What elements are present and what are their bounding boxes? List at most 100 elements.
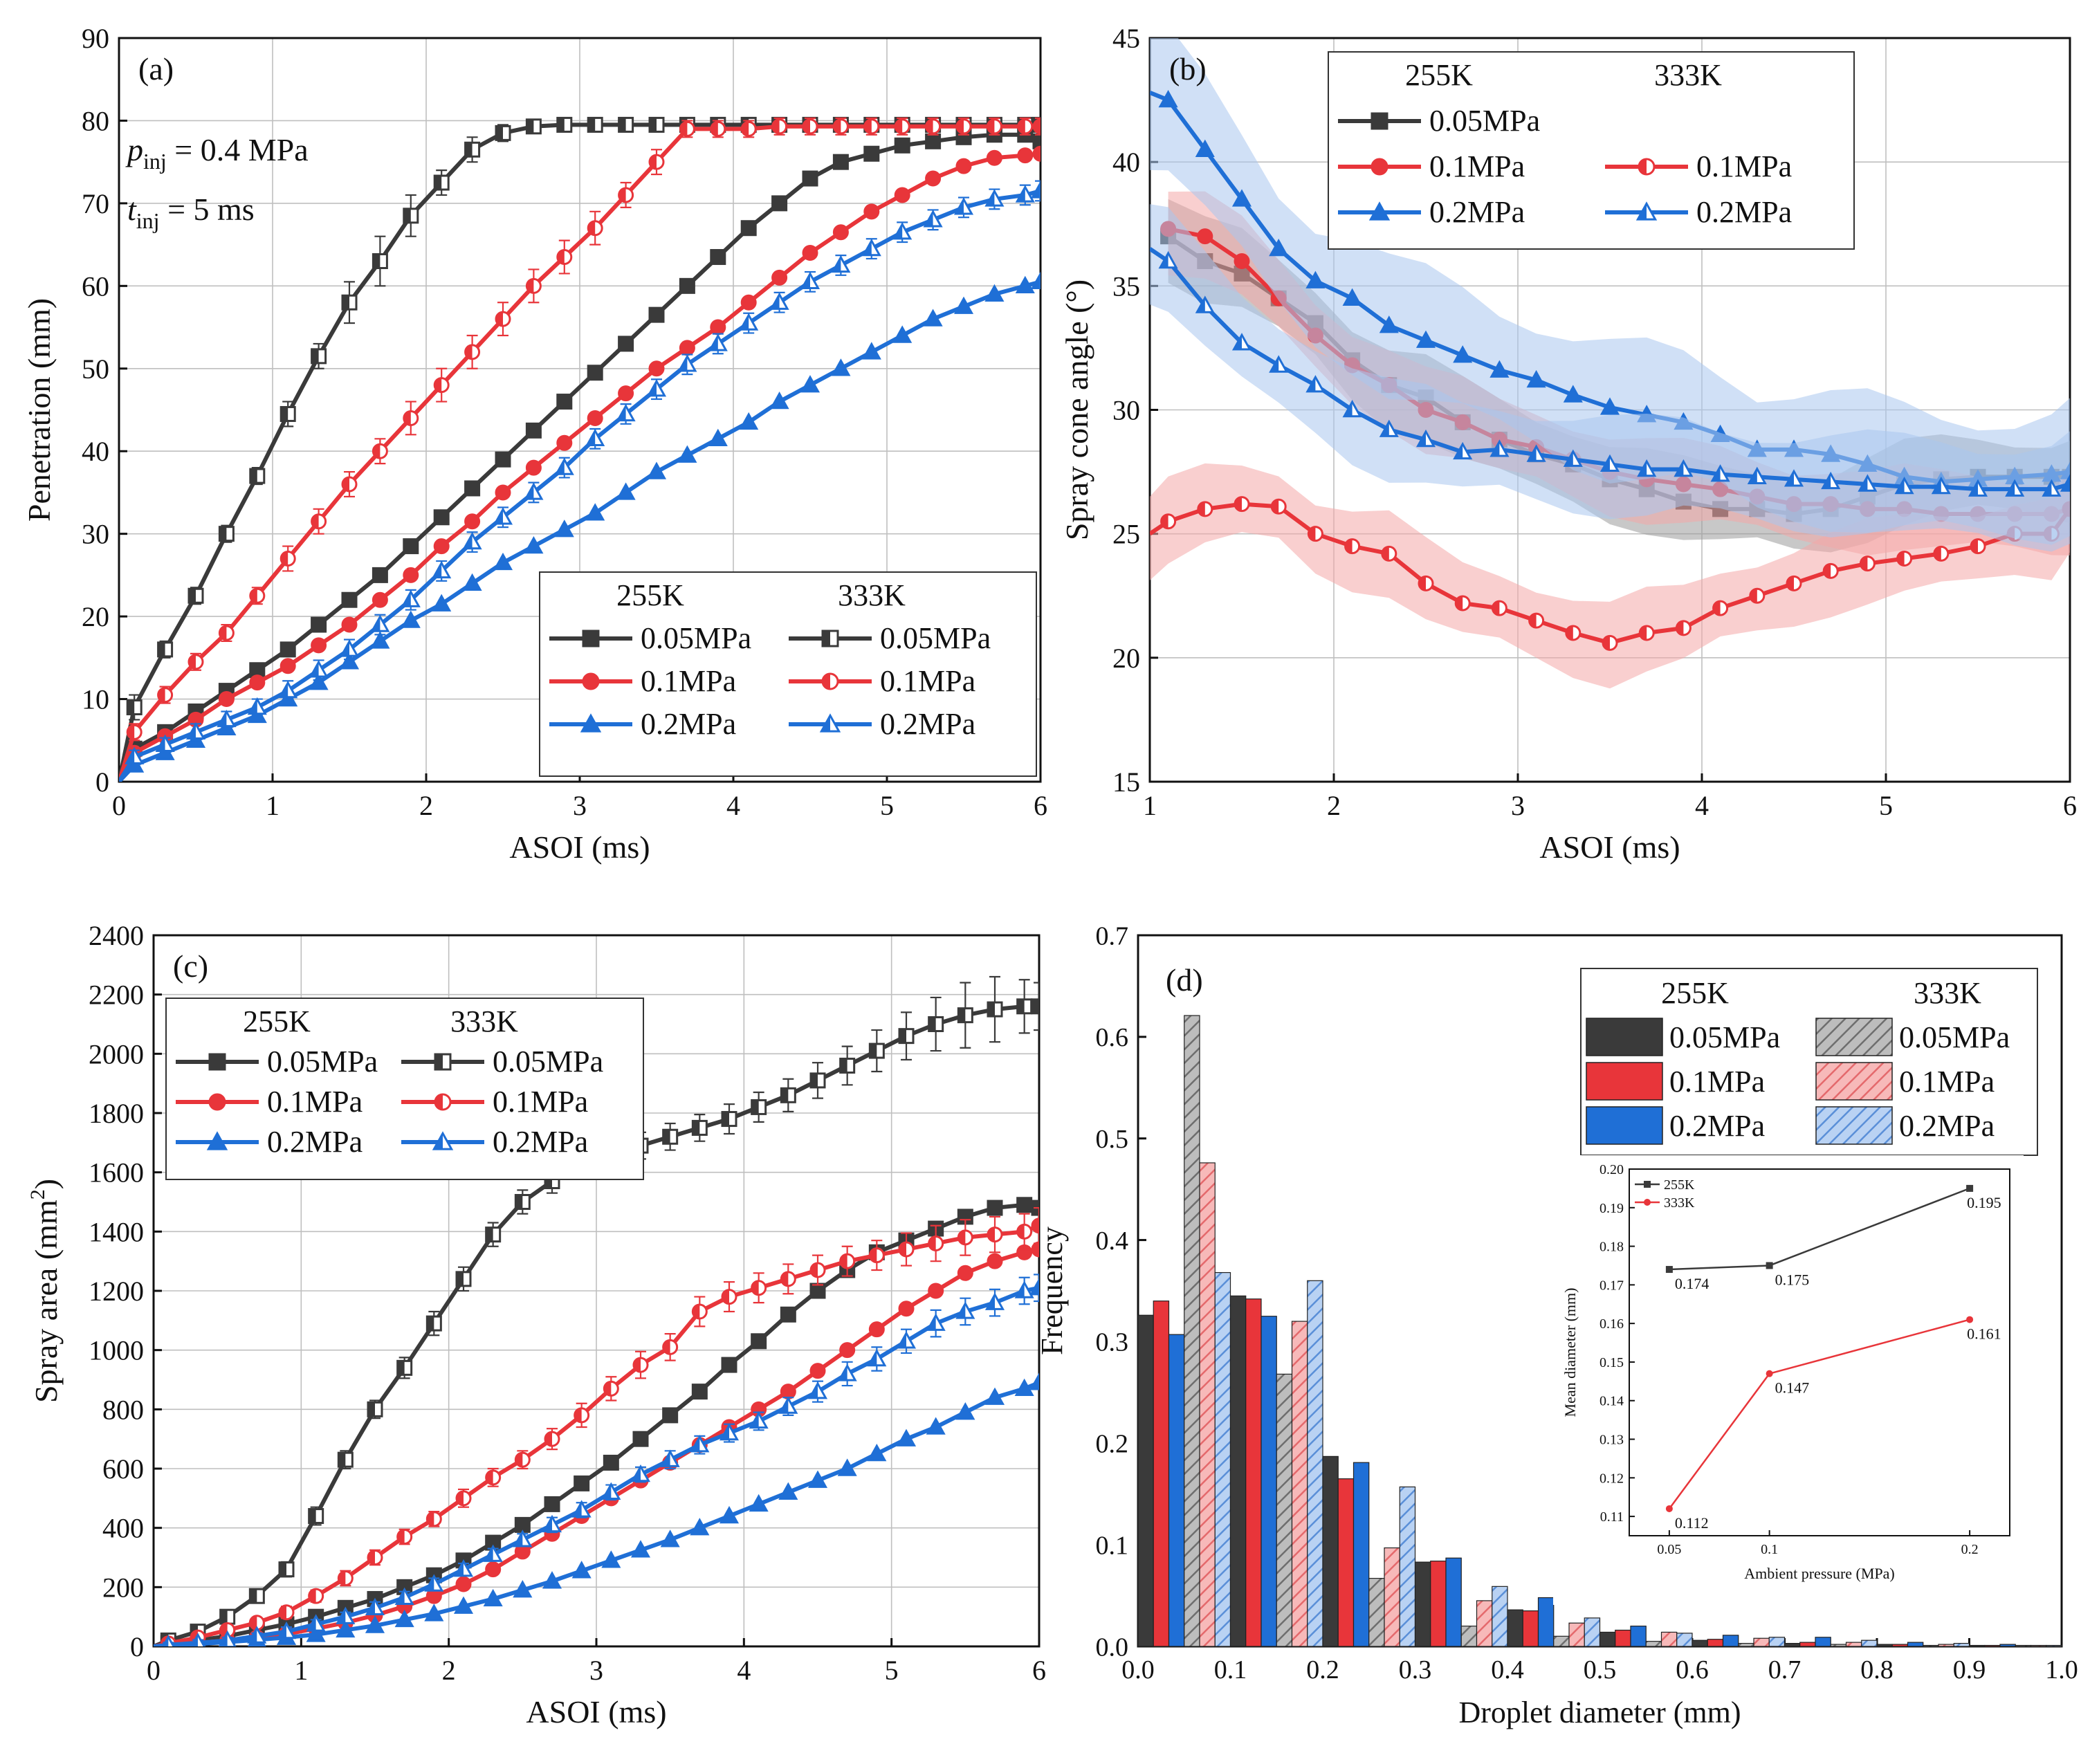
legend-box <box>539 571 1037 777</box>
data-point-half <box>840 1254 847 1269</box>
data-point <box>339 652 360 670</box>
data-point <box>1563 385 1583 403</box>
data-point-half <box>1270 357 1279 372</box>
data-point <box>898 1028 915 1045</box>
data-point <box>218 691 235 708</box>
data-point <box>646 461 667 479</box>
data-point <box>574 1407 590 1424</box>
data-point-half <box>425 1576 434 1591</box>
data-point <box>1859 555 1876 572</box>
data-point-half <box>281 551 288 566</box>
data-point-half <box>663 1340 670 1354</box>
error-bar <box>1035 117 1041 136</box>
data-point <box>524 535 544 554</box>
x-tick-label: 1 <box>266 790 279 821</box>
y-tick-label: 0.3 <box>1096 1328 1129 1357</box>
data-point <box>544 1496 560 1512</box>
bar <box>1199 1162 1216 1647</box>
x-tick-label: 0.4 <box>1491 1655 1524 1684</box>
legend-label: 0.05MPa <box>880 621 991 655</box>
data-point-half <box>372 616 381 632</box>
data-point <box>802 245 818 261</box>
data-point-shape <box>769 391 789 410</box>
data-point-half <box>1198 502 1205 516</box>
data-point <box>311 348 327 365</box>
data-point-half <box>219 626 227 640</box>
data-point <box>800 375 821 393</box>
data-point <box>894 137 910 154</box>
legend-header-333k: 333K <box>450 1004 518 1038</box>
error-bar <box>1034 1274 1039 1303</box>
data-point-shape <box>1305 270 1326 288</box>
data-point-shape <box>1030 271 1041 290</box>
bar <box>1861 1639 1878 1647</box>
legend-marker-half <box>1638 203 1647 220</box>
data-point-shape <box>710 319 726 336</box>
data-point <box>574 1475 590 1491</box>
inset-background <box>1553 1155 2024 1605</box>
data-point <box>749 1494 769 1512</box>
data-point <box>1032 145 1041 162</box>
data-point-half <box>958 1008 966 1022</box>
data-point <box>894 118 910 135</box>
legend-marker <box>1371 112 1388 130</box>
data-point-shape <box>832 224 849 241</box>
data-point-half <box>781 1271 789 1286</box>
data-point <box>867 1348 887 1367</box>
y-tick-label: 0.7 <box>1096 921 1129 950</box>
data-point-half <box>710 336 718 351</box>
annotation-symbol: p <box>125 132 143 167</box>
data-point-half <box>486 1227 493 1242</box>
data-point <box>278 681 298 699</box>
y-tick-label: 800 <box>102 1394 144 1425</box>
data-point-half <box>250 589 257 603</box>
data-point <box>832 224 849 241</box>
data-point <box>1710 464 1730 482</box>
inset-x-tick-label: 0.1 <box>1761 1542 1778 1557</box>
bar <box>1291 1321 1308 1647</box>
bar <box>1460 1626 1478 1647</box>
data-point-shape <box>554 520 574 538</box>
data-point <box>311 513 327 530</box>
legend-marker <box>206 1131 228 1150</box>
x-tick-label: 4 <box>1695 790 1709 821</box>
data-point-half <box>648 381 657 396</box>
data-point <box>861 342 881 360</box>
data-point <box>1453 345 1473 363</box>
data-point <box>1342 288 1362 306</box>
data-point <box>648 116 665 133</box>
data-point <box>863 145 880 162</box>
bar <box>1507 1609 1523 1647</box>
data-point-half <box>604 1381 612 1396</box>
data-point <box>771 195 788 212</box>
data-point-half <box>1750 589 1757 603</box>
legend-header-333k: 333K <box>838 578 906 612</box>
data-point-half <box>772 119 780 134</box>
data-point <box>396 1529 413 1545</box>
data-point-shape <box>800 375 821 393</box>
data-point-shape <box>218 691 235 708</box>
data-point <box>483 1544 503 1562</box>
legend-row: 0.05MPa 0.05MPa <box>549 621 991 655</box>
data-point <box>514 1194 531 1210</box>
data-point <box>955 118 972 135</box>
data-point-half <box>574 1408 582 1422</box>
data-point-half <box>834 119 841 134</box>
data-point <box>513 1580 533 1598</box>
data-point <box>308 1508 324 1525</box>
annotation-subscript: inj <box>136 208 160 233</box>
x-tick-label: 1.0 <box>2045 1655 2078 1684</box>
y-tick-label: 0.4 <box>1096 1226 1129 1256</box>
data-point <box>1675 620 1692 636</box>
data-point <box>601 1550 621 1568</box>
data-point <box>740 294 757 311</box>
inset-data-label: 0.195 <box>1967 1194 2001 1211</box>
data-point <box>986 149 1002 166</box>
bar <box>1430 1561 1447 1647</box>
data-point-shape <box>1453 345 1473 363</box>
data-point <box>1031 1218 1039 1234</box>
confidence-band <box>1150 204 2070 545</box>
data-point-shape <box>771 195 788 212</box>
data-point <box>984 284 1005 302</box>
data-point <box>1565 625 1582 641</box>
